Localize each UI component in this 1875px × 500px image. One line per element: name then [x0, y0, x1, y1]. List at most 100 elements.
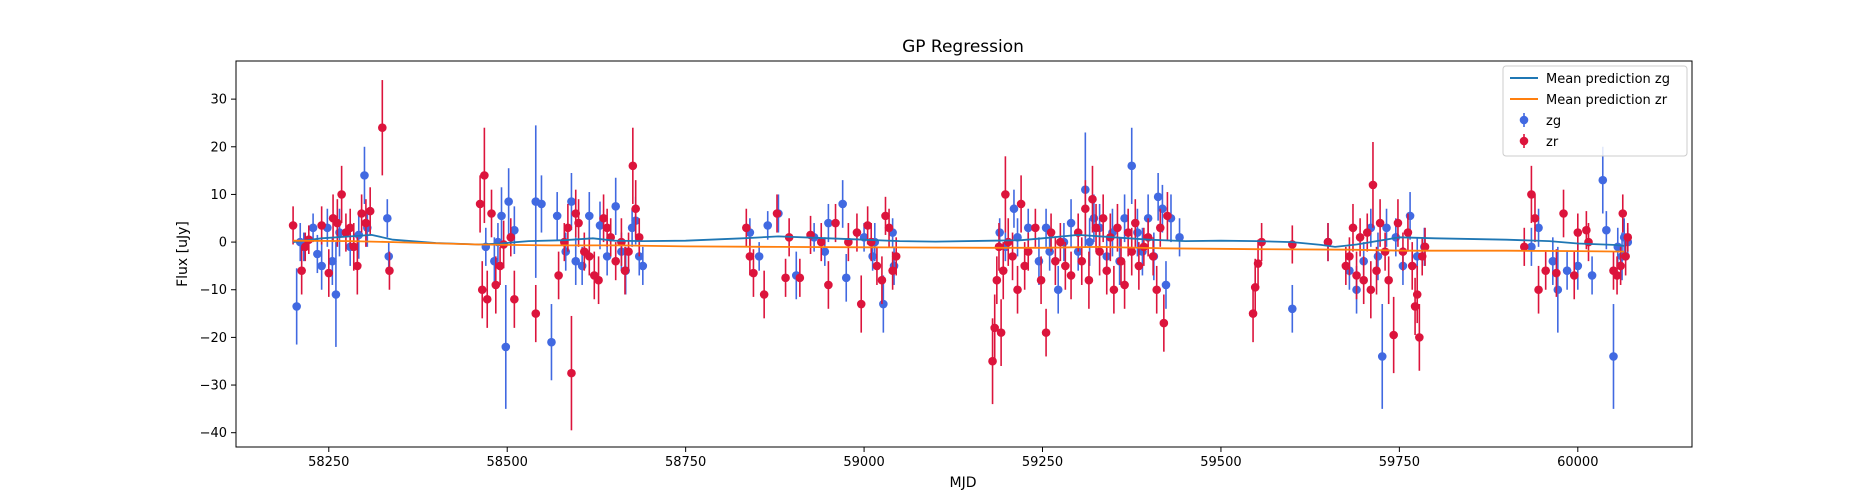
y-tick-label: −40	[200, 426, 227, 441]
zr-point	[495, 261, 505, 271]
zr-point	[510, 294, 519, 304]
zr-point	[574, 218, 583, 228]
mean-prediction-zr-line	[293, 239, 1625, 253]
zr-point	[611, 256, 621, 266]
zr-point	[300, 242, 310, 252]
zg-point	[501, 342, 511, 352]
zr-point	[1393, 218, 1403, 228]
zr-point	[1584, 237, 1593, 247]
zr-point	[571, 209, 581, 218]
zr-point	[1623, 233, 1633, 242]
zr-point	[1355, 233, 1365, 242]
zr-point	[620, 266, 630, 275]
zr-point	[602, 223, 612, 233]
zr-point	[482, 294, 492, 304]
zr-point	[1127, 247, 1137, 256]
zg-point	[1609, 352, 1618, 361]
x-tick-label: 59250	[1022, 455, 1063, 470]
zr-point	[1573, 228, 1583, 237]
zr-point	[891, 252, 901, 261]
zr-point	[1417, 252, 1427, 261]
zr-point	[594, 275, 603, 285]
y-tick-label: −20	[200, 331, 227, 346]
zr-point	[1148, 252, 1158, 261]
legend-entry: Mean prediction zr	[1510, 93, 1668, 108]
zr-point	[990, 323, 999, 333]
zr-point	[563, 223, 573, 233]
zr-point	[361, 218, 371, 228]
zr-point	[1088, 194, 1097, 204]
zr-point	[1134, 261, 1144, 271]
zr-point	[345, 223, 355, 233]
zr-point	[1001, 190, 1010, 199]
zg-point	[537, 199, 546, 209]
zg-point	[841, 273, 851, 283]
zr-point	[385, 266, 394, 275]
zr-point	[349, 242, 359, 252]
zr-point	[631, 204, 640, 214]
zr-point	[772, 209, 782, 218]
zr-point	[1552, 268, 1561, 278]
zr-point	[1415, 333, 1424, 342]
zr-point	[357, 209, 366, 218]
zr-point	[749, 268, 758, 278]
zg-point	[313, 249, 322, 259]
zr-point	[554, 271, 563, 280]
legend: Mean prediction zg Mean prediction zr zg zr	[1502, 65, 1688, 157]
y-tick-label: 30	[210, 93, 227, 108]
zr-point	[1410, 302, 1420, 311]
zr-point	[1341, 261, 1351, 271]
zg-point	[627, 223, 637, 233]
zr-point	[1081, 204, 1090, 214]
y-tick-label: −10	[200, 283, 227, 298]
zr-point	[1368, 180, 1378, 190]
chart-title: GP Regression	[902, 37, 1024, 57]
zr-point	[759, 290, 769, 299]
legend-label: Mean prediction zg	[1546, 72, 1670, 87]
zr-point	[1155, 223, 1165, 233]
zr-point	[831, 218, 840, 228]
zr-point	[1403, 228, 1413, 237]
zr-point	[1389, 330, 1398, 340]
zr-point	[998, 266, 1008, 275]
zg-point	[879, 299, 888, 309]
zr-point	[1348, 223, 1358, 233]
zr-point	[487, 209, 496, 218]
zr-point	[337, 190, 346, 199]
x-tick-label: 59750	[1379, 455, 1420, 470]
zr-point	[1102, 266, 1112, 275]
zr-point	[1519, 242, 1529, 252]
zr-point	[1095, 247, 1104, 256]
legend-marker-swatch	[1519, 115, 1529, 125]
zr-point	[1159, 318, 1169, 328]
y-axis: −40 −30 −20 −10 0 10 20 30	[200, 93, 236, 441]
zr-point	[994, 242, 1004, 252]
zr-point	[781, 273, 790, 283]
zg-point	[1553, 285, 1563, 295]
zg-point	[1089, 213, 1099, 223]
zg-point	[754, 252, 764, 261]
x-tick-label: 58250	[308, 455, 349, 470]
zr-point	[634, 233, 644, 242]
zr-point	[584, 252, 594, 261]
zr-point	[824, 280, 833, 290]
zr-point	[288, 221, 298, 230]
x-axis-label: MJD	[950, 475, 977, 491]
zr-point	[795, 273, 805, 283]
zr-point	[863, 221, 872, 230]
zr-point	[1253, 259, 1263, 268]
zr-point	[317, 221, 326, 230]
legend-entries: Mean prediction zg Mean prediction zr zg zr	[1510, 72, 1670, 150]
zg-point	[497, 211, 506, 221]
zr-point	[1139, 242, 1149, 252]
legend-label: Mean prediction zr	[1546, 93, 1668, 108]
zg-point	[1373, 252, 1383, 261]
zr-point	[324, 268, 334, 278]
zr-point	[1618, 209, 1628, 218]
series-zr	[288, 80, 1633, 431]
zr-point	[1362, 228, 1372, 237]
zr-point	[506, 233, 516, 242]
zr-point	[365, 206, 375, 216]
zr-point	[491, 280, 501, 290]
